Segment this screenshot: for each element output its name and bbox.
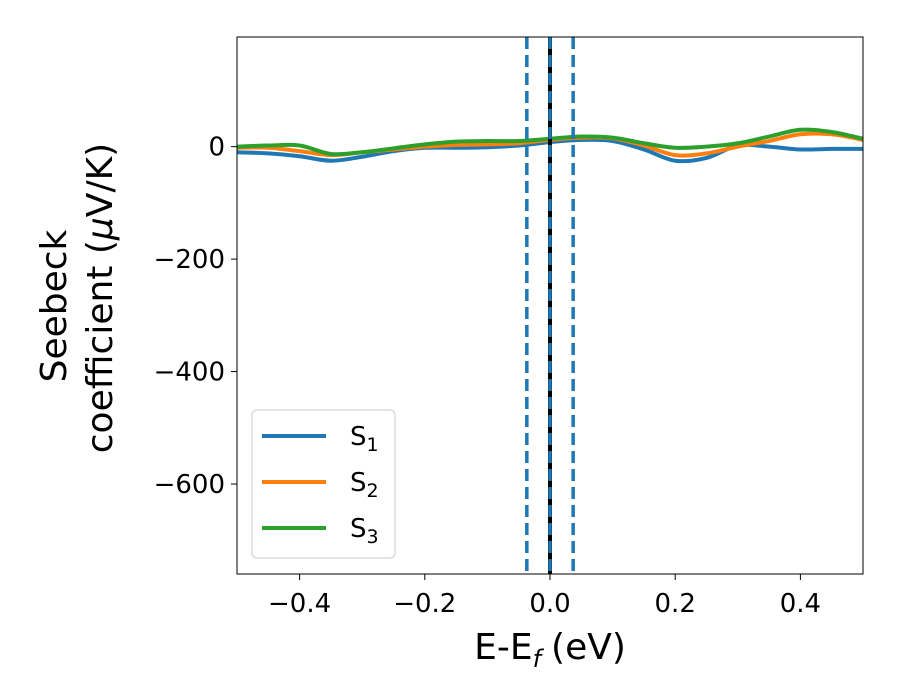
y-tick-label: 0 [208, 133, 225, 163]
legend: S1 S2 S3 [251, 409, 396, 559]
y-tick-label: −400 [154, 358, 225, 388]
y-axis-ticks: 0 −200 −400 −600 [154, 133, 237, 500]
x-tick-label: −0.4 [268, 589, 331, 619]
x-tick-label: 0.0 [529, 589, 570, 619]
x-tick-label: −0.2 [393, 589, 456, 619]
legend-label-s2: S2 [350, 468, 379, 502]
y-axis-label-line1: Seebeck [34, 229, 75, 382]
y-tick-label: −600 [154, 470, 225, 500]
x-tick-label: 0.4 [780, 589, 821, 619]
x-axis-ticks: −0.4 −0.2 0.0 0.2 0.4 [268, 574, 821, 619]
fermi-lines-layer [525, 37, 575, 574]
legend-label-s3: S3 [350, 514, 379, 548]
x-axis-label: E-Ef (eV) [474, 627, 626, 673]
x-tick-label: 0.2 [655, 589, 696, 619]
legend-label-s1: S1 [350, 422, 379, 456]
y-axis-label-line2: coefficient (μV/K) [80, 143, 121, 453]
y-tick-label: −200 [154, 245, 225, 275]
